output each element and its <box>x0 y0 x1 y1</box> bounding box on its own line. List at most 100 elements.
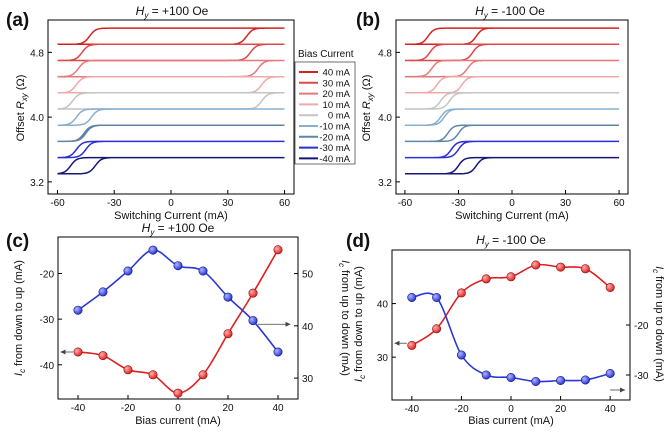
panel-d-ticks: -40 -20 0 20 40 30 40 -30 -20 <box>377 300 649 415</box>
d-point-right <box>605 368 615 378</box>
panel-d: (d) Hy = -100 Oe -40 -20 0 20 40 30 40 -30 -20 B… <box>346 231 664 427</box>
panel-d-ylabel-left: Ic from down to up (mA) <box>353 266 367 382</box>
panel-b-ticks: -60 -30 0 30 60 3.2 4.0 4.8 <box>378 48 625 209</box>
c-point-right <box>198 266 208 276</box>
b-loop-10mA <box>404 75 620 94</box>
panel-c-curves <box>60 245 291 398</box>
d-point-right <box>531 376 541 386</box>
b-xtick-label: 30 <box>560 198 572 209</box>
d-ltick-label: 40 <box>377 300 389 311</box>
d-point-left <box>580 264 590 274</box>
a-loop-m10mA <box>57 108 285 126</box>
b-ytick-label: 4.0 <box>378 113 392 124</box>
d-axis-arrowhead <box>394 340 400 346</box>
b-loop-m20mA <box>404 124 620 143</box>
a-xtick-label: 60 <box>279 198 291 209</box>
a-loop-m20mA <box>57 124 285 143</box>
d-point-left <box>556 262 566 272</box>
a-xtick-label: 30 <box>222 198 234 209</box>
c-point-left <box>273 245 283 255</box>
c-xtick-label: -20 <box>121 403 136 414</box>
a-loop-m30mA <box>57 140 285 159</box>
d-line-right <box>411 292 611 383</box>
panel-b-label: (b) <box>356 10 380 31</box>
d-xtick-label: 20 <box>555 404 567 415</box>
c-axis-arrowhead <box>285 321 291 327</box>
legend-title: Bias Current <box>298 49 354 60</box>
d-xtick-label: 0 <box>508 404 514 415</box>
a-loop-40mA <box>57 27 285 46</box>
b-ytick-label: 3.2 <box>378 178 392 189</box>
d-point-right <box>407 292 417 302</box>
panel-a-ticks: -60 -30 0 30 60 3.2 4.0 4.8 <box>30 48 290 209</box>
panel-b-xlabel: Switching Current (mA) <box>455 210 569 222</box>
d-xtick-label: -40 <box>405 404 420 415</box>
d-point-left <box>432 324 442 334</box>
panel-a-xlabel: Switching Current (mA) <box>114 210 228 222</box>
c-point-left <box>198 370 208 380</box>
c-point-left <box>248 288 258 298</box>
legend-label: -10 mA <box>319 122 350 133</box>
d-point-right <box>580 375 590 385</box>
c-ltick-label: -20 <box>40 270 55 281</box>
a-loop-10mA <box>57 75 285 94</box>
d-rtick-label: -30 <box>634 371 649 382</box>
d-point-left <box>506 272 516 282</box>
legend-label: 20 mA <box>323 89 351 100</box>
c-point-left <box>173 388 183 398</box>
c-point-left <box>123 365 133 375</box>
panel-c-xlabel: Bias current (mA) <box>135 415 221 427</box>
d-point-left <box>407 340 417 350</box>
b-loop-0mA <box>404 92 620 110</box>
a-xtick-label: -60 <box>50 198 65 209</box>
c-xtick-label: -40 <box>71 403 86 414</box>
panel-a-ylabel: Offset Rxy (Ω) <box>15 75 29 142</box>
d-point-left <box>481 274 491 284</box>
panel-d-title: Hy = -100 Oe <box>476 233 546 249</box>
panel-b-curves <box>404 27 620 175</box>
c-point-left <box>223 329 233 339</box>
a-ytick-label: 4.8 <box>30 48 44 59</box>
d-point-left <box>605 282 615 292</box>
c-rtick-label: 40 <box>302 322 314 333</box>
b-loop-40mA <box>404 27 620 46</box>
legend-label: 30 mA <box>323 78 351 89</box>
b-xtick-label: -60 <box>398 198 413 209</box>
c-point-left <box>148 370 158 380</box>
b-xtick-label: -30 <box>451 198 466 209</box>
panel-d-xlabel: Bias current (mA) <box>468 415 554 427</box>
a-loop-30mA <box>57 43 285 62</box>
panel-a-label: (a) <box>6 10 29 31</box>
c-point-right <box>98 287 108 297</box>
a-loop-m40mA <box>57 156 285 175</box>
b-ytick-label: 4.8 <box>378 48 392 59</box>
c-point-right <box>148 245 158 255</box>
legend-label: -20 mA <box>319 132 350 143</box>
d-point-left <box>456 288 466 298</box>
panel-b-frame <box>395 19 629 195</box>
c-point-left <box>98 351 108 361</box>
a-loop-20mA <box>57 59 285 78</box>
legend-label: 10 mA <box>323 100 351 111</box>
c-point-right <box>273 347 283 357</box>
legend-label: 40 mA <box>323 68 351 79</box>
panel-c-ylabel-left: Ic from down to up (mA) <box>13 260 27 376</box>
c-line-left <box>77 249 279 394</box>
c-point-right <box>173 261 183 271</box>
c-point-right <box>73 305 83 315</box>
a-loop-0mA <box>57 92 285 110</box>
legend-label: -40 mA <box>319 154 350 165</box>
c-point-left <box>73 347 83 357</box>
b-loop-30mA <box>404 43 620 62</box>
panel-b: (b) Hy = -100 Oe -60 -30 0 30 60 3.2 4.0 4.8 Sw… <box>356 4 629 222</box>
panel-d-label: (d) <box>346 231 370 252</box>
d-xtick-label: -20 <box>454 404 469 415</box>
b-loop-m10mA <box>404 108 620 126</box>
panel-c-label: (c) <box>6 231 29 252</box>
d-point-right <box>481 370 491 380</box>
d-axis-arrowhead <box>620 387 626 393</box>
c-ltick-label: -30 <box>40 315 55 326</box>
